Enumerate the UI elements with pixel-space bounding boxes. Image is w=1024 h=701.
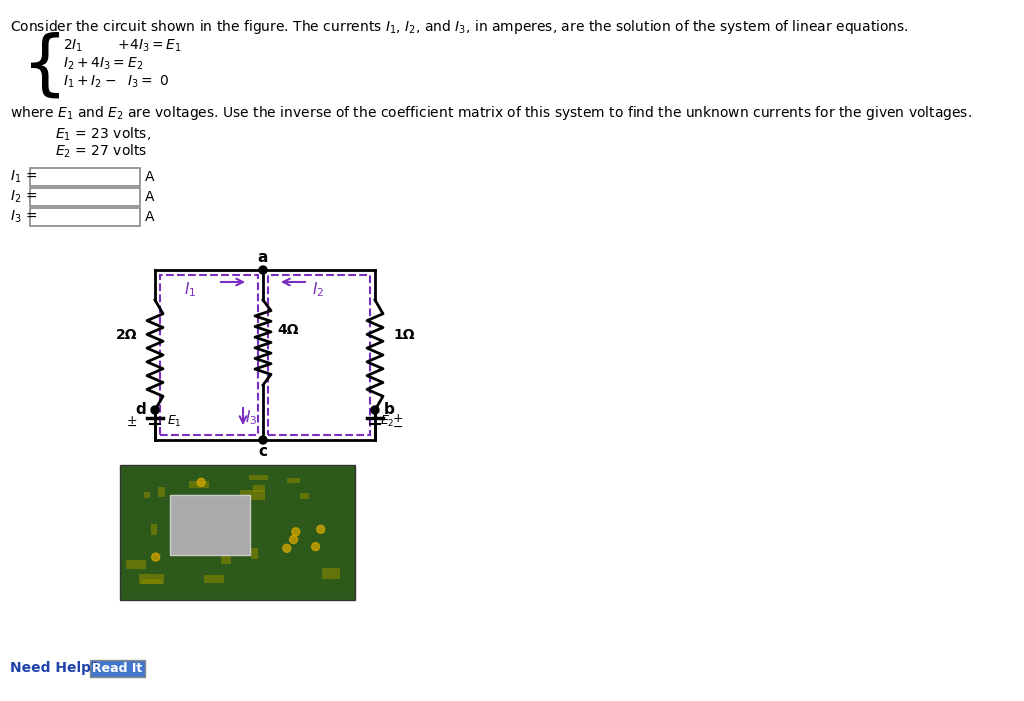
Text: A: A [145, 190, 155, 204]
Text: $E_1$: $E_1$ [167, 414, 181, 428]
Text: $E_2$: $E_2$ [380, 414, 394, 428]
Text: b: b [384, 402, 394, 418]
Text: where $E_1$ and $E_2$ are voltages. Use the inverse of the coefficient matrix of: where $E_1$ and $E_2$ are voltages. Use … [10, 104, 972, 122]
Text: Consider the circuit shown in the figure. The currents $I_1$, $I_2$, and $I_3$, : Consider the circuit shown in the figure… [10, 18, 909, 36]
Text: Read It: Read It [92, 662, 142, 675]
Circle shape [259, 436, 267, 444]
Bar [189, 481, 208, 486]
Bar [151, 524, 157, 534]
Bar [254, 485, 264, 491]
Bar [323, 569, 339, 578]
Text: 1Ω: 1Ω [393, 328, 415, 342]
Bar [300, 494, 308, 498]
Text: $I_1$: $I_1$ [184, 280, 197, 299]
Circle shape [292, 528, 300, 536]
Text: $2I_1$        $+ 4I_3 = E_1$: $2I_1$ $+ 4I_3 = E_1$ [63, 38, 182, 55]
Bar [204, 575, 223, 582]
Circle shape [283, 544, 291, 552]
Text: −: − [393, 421, 403, 433]
Circle shape [371, 406, 379, 414]
Text: +: + [126, 414, 137, 426]
Text: 2Ω: 2Ω [116, 328, 137, 342]
Circle shape [151, 406, 159, 414]
Bar [268, 275, 370, 435]
Circle shape [152, 553, 160, 561]
Text: Need Help?: Need Help? [10, 661, 99, 675]
Text: $E_1$ = 23 volts,: $E_1$ = 23 volts, [55, 126, 152, 144]
Bar [138, 574, 163, 583]
Bar [30, 168, 140, 186]
Bar [240, 490, 264, 498]
Bar [188, 528, 203, 533]
Bar [90, 660, 145, 677]
Text: A: A [145, 170, 155, 184]
Bar [158, 487, 164, 496]
Circle shape [193, 508, 201, 517]
Text: $I_3$: $I_3$ [245, 409, 257, 428]
Bar [30, 208, 140, 226]
Bar [160, 275, 258, 435]
Text: A: A [145, 210, 155, 224]
Circle shape [290, 536, 298, 543]
Bar [140, 578, 161, 583]
Bar [126, 559, 145, 568]
Text: $E_2$ = 27 volts: $E_2$ = 27 volts [55, 143, 147, 161]
Bar [184, 530, 191, 538]
Text: $I_3$ =: $I_3$ = [10, 209, 37, 225]
Text: $I_1 + I_2 -$  $I_3 =$ 0: $I_1 + I_2 -$ $I_3 =$ 0 [63, 74, 169, 90]
Bar [207, 500, 228, 505]
Text: +: + [393, 412, 403, 426]
Text: $I_1$ =: $I_1$ = [10, 169, 37, 185]
Text: $I_2$: $I_2$ [312, 280, 324, 299]
Bar [143, 491, 150, 497]
Circle shape [316, 525, 325, 533]
Text: −: − [127, 419, 137, 433]
Text: d: d [135, 402, 146, 418]
Text: $I_2$ =: $I_2$ = [10, 189, 37, 205]
Bar [287, 478, 299, 482]
Bar [179, 543, 190, 550]
Bar [120, 465, 355, 600]
Text: a: a [258, 250, 268, 266]
Bar [30, 188, 140, 206]
Text: 4Ω: 4Ω [278, 323, 299, 337]
Bar [251, 548, 257, 558]
Text: c: c [258, 444, 267, 459]
Circle shape [311, 543, 319, 551]
Bar [250, 475, 266, 479]
Bar [221, 557, 229, 563]
Text: {: { [22, 32, 68, 100]
Circle shape [259, 266, 267, 274]
Text: $I_2 + 4I_3 = E_2$: $I_2 + 4I_3 = E_2$ [63, 56, 143, 72]
Circle shape [198, 478, 205, 486]
Bar [170, 495, 250, 555]
